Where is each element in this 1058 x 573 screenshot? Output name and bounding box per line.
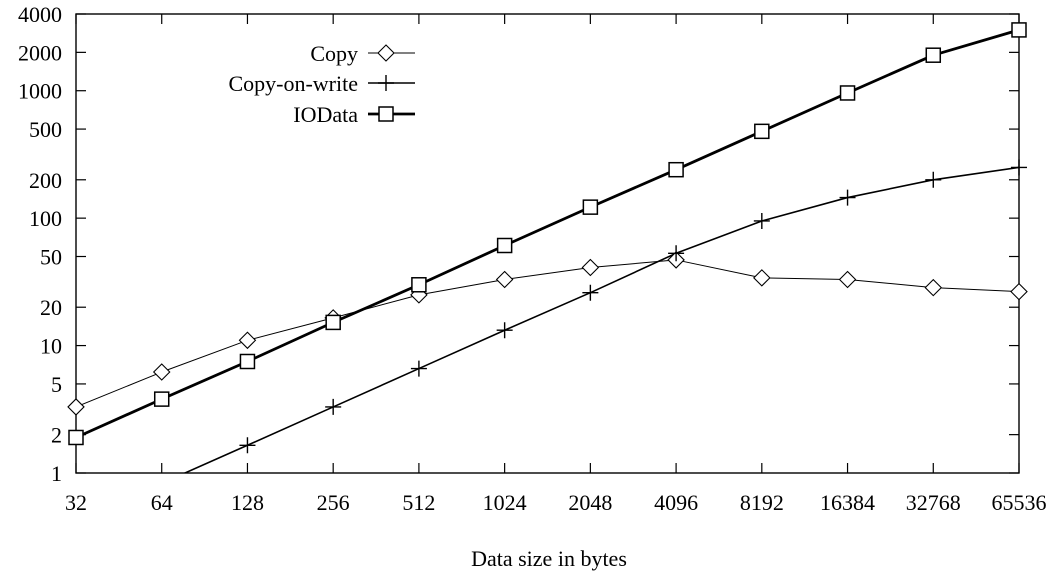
y-tick-label: 2000 <box>18 40 62 65</box>
x-tick-label: 32768 <box>906 490 961 515</box>
plot-frame <box>75 13 1020 474</box>
y-tick-label: 10 <box>40 334 62 359</box>
legend-label: Copy <box>310 41 358 66</box>
copy-on-write-point <box>239 437 256 454</box>
y-tick-label: 1000 <box>18 79 62 104</box>
copy-point <box>67 398 85 416</box>
copy-series-line <box>76 259 1019 408</box>
markers-layer <box>67 22 1028 454</box>
x-tick-label: 512 <box>402 490 435 515</box>
legend-plus-marker <box>378 75 394 91</box>
copy-on-write-point <box>325 398 342 415</box>
copy-point <box>753 269 771 287</box>
iodata-point <box>582 199 599 215</box>
iodata-point <box>668 161 684 178</box>
axis-ticks: 32 64 128 256 512 1024 2048 4096 8192 16384 32768 6… <box>18 2 1047 515</box>
iodata-point <box>411 277 427 293</box>
iodata-point <box>925 47 942 63</box>
copy-on-write-point <box>668 245 685 262</box>
x-tick-label: 8192 <box>740 490 784 515</box>
x-tick-label: 4096 <box>654 490 698 515</box>
y-tick-label: 200 <box>29 168 62 193</box>
y-tick-label: 2 <box>51 423 62 448</box>
iodata-point <box>325 314 341 331</box>
copy-point <box>238 331 257 350</box>
copy-on-write-point <box>839 189 856 206</box>
copy-point <box>152 363 171 381</box>
x-tick-label: 65536 <box>992 490 1047 515</box>
iodata-point <box>239 353 256 370</box>
copy-point <box>924 278 943 297</box>
iodata-series-line <box>76 28 1019 439</box>
legend-label: IOData <box>293 102 358 127</box>
x-tick-label: 256 <box>317 490 350 515</box>
x-tick-label: 32 <box>65 490 87 515</box>
copy-on-write-point <box>582 284 599 301</box>
legend-square-marker <box>378 106 394 122</box>
y-tick-label: 50 <box>40 245 62 270</box>
y-tick-label: 500 <box>29 117 62 142</box>
x-tick-label: 64 <box>151 490 173 515</box>
y-tick-label: 100 <box>29 206 62 231</box>
legend-label: Copy-on-write <box>228 71 358 96</box>
series-layer <box>76 28 1019 473</box>
x-axis-title: Data size in bytes <box>471 546 627 571</box>
legend: Copy Copy-on-write IOData <box>228 41 415 127</box>
iodata-point <box>496 237 513 254</box>
iodata-point <box>68 429 84 446</box>
iodata-point <box>1011 22 1027 38</box>
copy-point <box>838 270 857 289</box>
y-tick-label: 20 <box>40 295 62 320</box>
y-tick-label: 4000 <box>18 2 62 27</box>
copy-on-write-point <box>496 322 513 339</box>
copy-on-write-point <box>410 360 427 377</box>
copy-point <box>495 270 514 289</box>
copy-on-write-point <box>1011 159 1027 176</box>
x-tick-label: 128 <box>231 490 264 515</box>
copy-point <box>1010 282 1028 301</box>
legend-diamond-marker <box>377 44 395 62</box>
x-tick-label: 1024 <box>483 490 527 515</box>
iodata-point <box>153 391 170 407</box>
x-tick-label: 2048 <box>568 490 612 515</box>
y-tick-label: 5 <box>51 372 62 397</box>
copy-on-write-point <box>925 171 942 188</box>
copy-point <box>581 258 600 277</box>
iodata-point <box>754 123 770 140</box>
copy-on-write-series-line <box>183 166 1019 473</box>
copy-on-write-point <box>753 212 770 229</box>
iodata-point <box>839 85 856 101</box>
x-tick-label: 16384 <box>820 490 875 515</box>
y-tick-label: 1 <box>51 461 62 486</box>
